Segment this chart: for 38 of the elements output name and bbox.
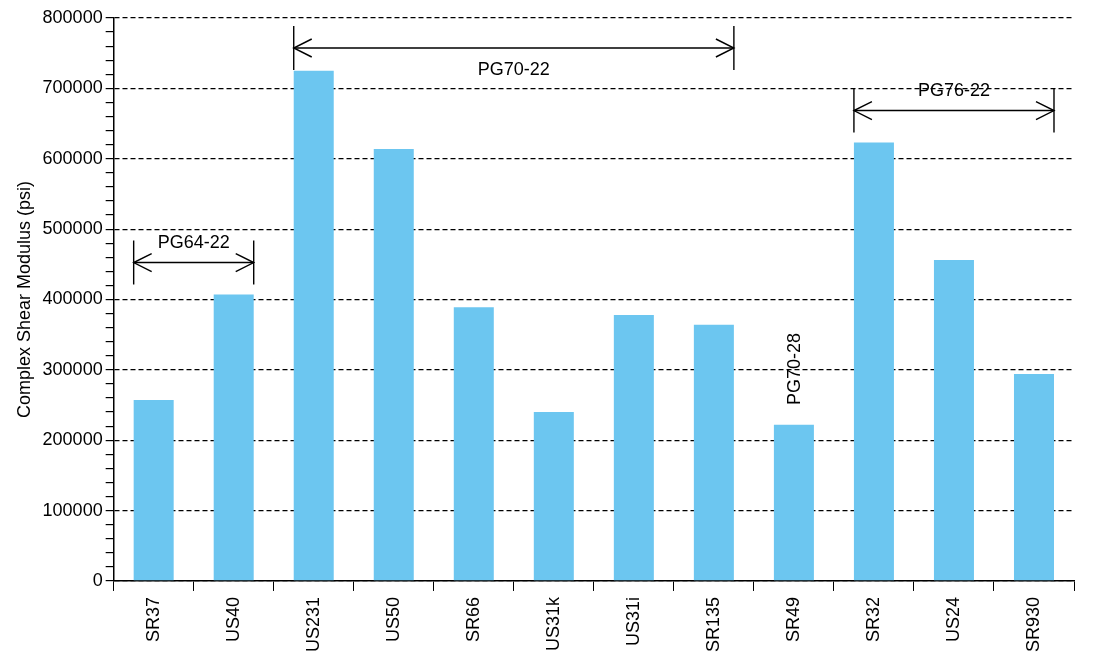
- bar: [373, 148, 414, 581]
- x-tick-label: SR32: [862, 596, 883, 642]
- x-tick-label: SR66: [462, 596, 483, 642]
- x-tick-label: SR135: [702, 596, 723, 653]
- bar: [453, 307, 494, 581]
- y-tick-label: 400000: [42, 288, 103, 309]
- bar: [213, 294, 254, 581]
- y-tick-label: 200000: [42, 429, 103, 450]
- x-tick-label: US31k: [542, 595, 563, 651]
- y-axis-title: Complex Shear Modulus (psi): [13, 180, 34, 419]
- bar: [773, 424, 814, 581]
- annotation: PG64-22: [157, 231, 230, 252]
- x-tick-label: US40: [222, 596, 243, 642]
- x-tick-label: SR49: [782, 596, 803, 642]
- bar: [933, 260, 974, 581]
- annotation: PG76-22: [917, 79, 990, 100]
- bar: [613, 314, 654, 581]
- y-tick-label: 500000: [42, 218, 103, 239]
- x-tick-label: US31i: [622, 596, 643, 646]
- y-tick-label: 600000: [42, 147, 103, 168]
- y-tick-label: 800000: [42, 6, 103, 27]
- y-tick-label: 100000: [42, 499, 103, 520]
- x-tick-label: US24: [942, 596, 963, 642]
- annotation: PG70-22: [477, 59, 550, 79]
- bar: [1013, 374, 1054, 581]
- bar: [293, 70, 334, 581]
- bar: [533, 412, 574, 581]
- x-tick-label: SR930: [1022, 596, 1043, 653]
- y-tick-label: 300000: [42, 358, 103, 379]
- x-tick-label: US231: [302, 596, 323, 653]
- x-tick-label: US50: [382, 596, 403, 642]
- y-tick-label: 0: [92, 569, 103, 590]
- x-tick-label: SR37: [142, 596, 163, 642]
- annotation: PG70-28: [783, 332, 804, 405]
- y-tick-label: 700000: [42, 77, 103, 98]
- bar: [693, 324, 734, 581]
- bar: [133, 400, 174, 581]
- bar: [853, 142, 894, 581]
